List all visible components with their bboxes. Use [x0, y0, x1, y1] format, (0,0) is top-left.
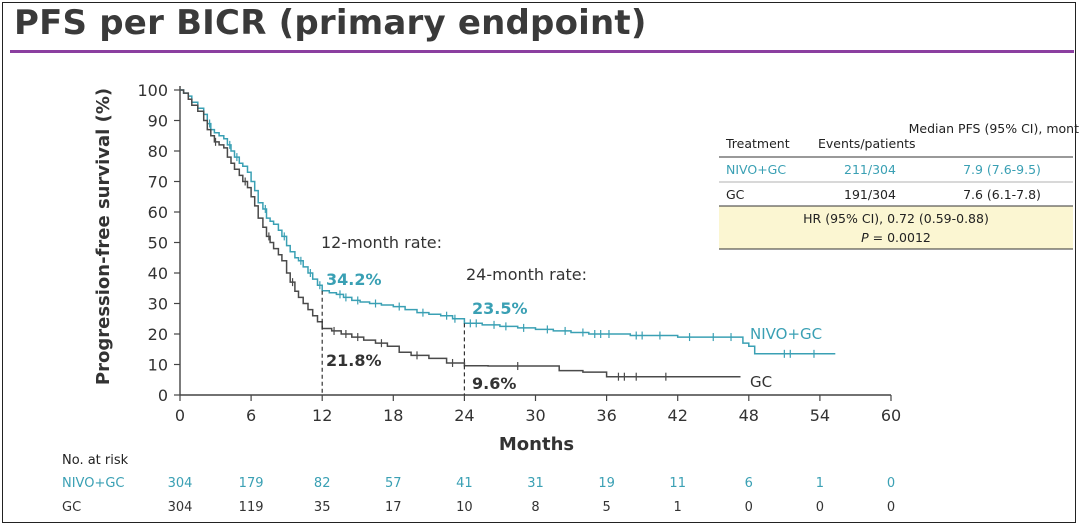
month24-label: 24-month rate:: [466, 265, 587, 284]
x-tick-label: 0: [175, 406, 185, 425]
x-tick-label: 54: [810, 406, 830, 425]
risk-count: 1: [816, 476, 824, 491]
risk-count: 6: [745, 476, 753, 491]
summary-events: 191/304: [844, 187, 896, 202]
hazard-ratio: HR (95% CI), 0.72 (0.59-0.88): [803, 211, 989, 226]
risk-count: 304: [168, 476, 193, 491]
summary-header-treatment: Treatment: [725, 136, 790, 151]
risk-count: 119: [239, 500, 264, 515]
y-axis-title: Progression-free survival (%): [93, 88, 114, 385]
x-tick-label: 24: [454, 406, 474, 425]
risk-count: 0: [816, 500, 824, 515]
end-label-gc: GC: [750, 373, 772, 391]
month24-gc-rate: 9.6%: [472, 374, 516, 393]
x-axis-title: Months: [499, 434, 574, 455]
month12-nivo-rate: 34.2%: [326, 270, 382, 289]
risk-count: 179: [239, 476, 264, 491]
summary-treatment: GC: [726, 187, 745, 202]
risk-count: 8: [531, 500, 539, 515]
risk-count: 0: [745, 500, 753, 515]
hr-box: [719, 206, 1073, 249]
summary-header-median: Median PFS (95% CI), months: [909, 121, 1080, 136]
chart-axes: 0 10 20 30 40 50 60 70 80 90 100 0 6 12 18 24 30 36 42 48 54…: [93, 81, 901, 455]
y-tick-label: 90: [148, 112, 168, 131]
month24-nivo-rate: 23.5%: [472, 299, 528, 318]
risk-count: 31: [527, 476, 544, 491]
y-tick-label: 70: [148, 173, 168, 192]
risk-count: 10: [456, 500, 473, 515]
summary-events: 211/304: [844, 162, 896, 177]
end-label-nivo-gc: NIVO+GC: [750, 325, 822, 343]
km-curve-gc: [180, 89, 741, 378]
y-tick-label: 20: [148, 325, 168, 344]
x-tick-label: 42: [668, 406, 688, 425]
summary-header-events: Events/patients: [818, 136, 916, 151]
month12-label: 12-month rate:: [321, 233, 442, 252]
x-tick-label: 48: [739, 406, 759, 425]
x-tick-label: 18: [383, 406, 403, 425]
risk-count: 0: [887, 500, 895, 515]
x-tick-label: 6: [246, 406, 256, 425]
y-tick-label: 80: [148, 142, 168, 161]
risk-count: 1: [674, 500, 682, 515]
x-tick-label: 30: [525, 406, 545, 425]
risk-count: 0: [887, 476, 895, 491]
y-tick-label: 100: [137, 81, 168, 100]
p-value: = 0.0012: [869, 230, 931, 245]
y-tick-label: 60: [148, 203, 168, 222]
risk-row-label: NIVO+GC: [62, 476, 125, 491]
risk-count: 5: [602, 500, 610, 515]
risk-row-label: GC: [62, 500, 81, 515]
y-tick-label: 40: [148, 264, 168, 283]
y-tick-label: 30: [148, 295, 168, 314]
risk-count: 41: [456, 476, 473, 491]
y-tick-label: 50: [148, 234, 168, 253]
risk-count: 11: [669, 476, 686, 491]
y-tick-label: 10: [148, 356, 168, 375]
km-curve-nivo-gc: [180, 89, 836, 355]
risk-count: 304: [168, 500, 193, 515]
p-label: P: [861, 230, 869, 245]
month12-gc-rate: 21.8%: [326, 351, 382, 370]
risk-count: 82: [314, 476, 331, 491]
summary-treatment: NIVO+GC: [726, 162, 786, 177]
title-divider: [10, 50, 1074, 53]
x-tick-label: 36: [596, 406, 616, 425]
risk-count: 17: [385, 500, 402, 515]
risk-count: 19: [598, 476, 615, 491]
risk-count: 57: [385, 476, 402, 491]
risk-count: 35: [314, 500, 331, 515]
y-tick-label: 0: [158, 386, 168, 405]
p-value-line: P = 0.0012: [861, 230, 931, 245]
x-tick-label: 60: [881, 406, 901, 425]
summary-median: 7.9 (7.6-9.5): [963, 162, 1041, 177]
x-tick-label: 12: [312, 406, 332, 425]
slide-title: PFS per BICR (primary endpoint): [14, 3, 647, 43]
chart-annotations: 12-month rate: 34.2% 21.8% 24-month rate: 23…: [321, 233, 822, 395]
summary-median: 7.6 (6.1-7.8): [963, 187, 1041, 202]
risk-table-title: No. at risk: [62, 453, 129, 468]
km-curves: [180, 89, 836, 381]
